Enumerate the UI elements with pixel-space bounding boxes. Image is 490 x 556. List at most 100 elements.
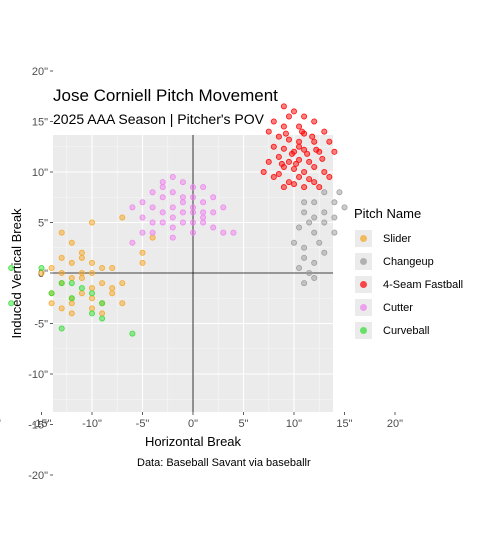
x-tick-label: -20"	[0, 418, 1, 430]
point-cutter	[179, 199, 186, 206]
point-4-seam-fastball	[331, 148, 338, 155]
point-slider	[78, 290, 85, 297]
point-changeup	[321, 219, 328, 226]
point-cutter	[149, 189, 156, 196]
point-4-seam-fastball	[265, 158, 272, 165]
point-curveball	[8, 300, 15, 307]
point-cutter	[220, 229, 227, 236]
point-cutter	[189, 204, 196, 211]
legend-item-curveball: Curveball	[354, 319, 463, 342]
point-cutter	[149, 229, 156, 236]
point-curveball	[38, 264, 45, 271]
point-4-seam-fastball	[280, 184, 287, 191]
point-4-seam-fastball	[296, 156, 303, 163]
point-cutter	[149, 219, 156, 226]
point-4-seam-fastball	[275, 133, 282, 140]
legend-label: Cutter	[383, 301, 413, 314]
point-slider	[68, 300, 75, 307]
point-4-seam-fastball	[270, 174, 277, 181]
point-slider	[58, 269, 65, 276]
x-tick-label: 5"	[238, 418, 248, 430]
point-changeup	[311, 229, 318, 236]
point-curveball	[99, 315, 106, 322]
legend-key	[355, 230, 372, 247]
point-cutter	[159, 184, 166, 191]
point-changeup	[321, 189, 328, 196]
point-cutter	[220, 204, 227, 211]
point-4-seam-fastball	[296, 123, 303, 130]
point-slider	[119, 280, 126, 287]
point-slider	[89, 259, 96, 266]
point-cutter	[189, 184, 196, 191]
point-changeup	[331, 229, 338, 236]
point-cutter	[129, 204, 136, 211]
y-tick-label: -15"	[28, 420, 48, 432]
legend: Pitch Name Slider Changeup 4-Seam Fastball…	[354, 206, 463, 342]
point-cutter	[189, 219, 196, 226]
point-cutter	[179, 194, 186, 201]
point-cutter	[200, 209, 207, 216]
point-4-seam-fastball	[290, 165, 297, 172]
legend-item-slider: Slider	[354, 227, 463, 250]
point-4-seam-fastball	[319, 155, 326, 162]
point-cutter	[200, 199, 207, 206]
point-curveball	[68, 295, 75, 302]
legend-label: Curveball	[383, 324, 430, 337]
point-4-seam-fastball	[260, 168, 267, 175]
point-4-seam-fastball	[311, 118, 318, 125]
point-cutter	[169, 174, 176, 181]
point-4-seam-fastball	[296, 143, 303, 150]
point-4-seam-fastball	[282, 130, 289, 137]
point-4-seam-fastball	[285, 158, 292, 165]
point-slider	[78, 275, 85, 282]
point-changeup	[316, 239, 323, 246]
point-cutter	[129, 239, 136, 246]
point-4-seam-fastball	[321, 128, 328, 135]
point-slider	[58, 305, 65, 312]
point-4-seam-fastball	[285, 136, 292, 143]
point-cutter	[169, 204, 176, 211]
chart-caption: Data: Baseball Savant via baseballr	[137, 457, 311, 469]
point-slider	[68, 259, 75, 266]
point-cutter	[139, 214, 146, 221]
legend-label: Changeup	[383, 255, 434, 268]
legend-marker-icon	[360, 235, 367, 242]
x-tick-label: 15"	[336, 418, 352, 430]
point-4-seam-fastball	[306, 176, 313, 183]
point-4-seam-fastball	[280, 103, 287, 110]
point-curveball	[58, 325, 65, 332]
point-slider	[99, 310, 106, 317]
point-slider	[99, 264, 106, 271]
x-tick-label: 10"	[286, 418, 302, 430]
legend-label: Slider	[383, 232, 412, 245]
point-slider	[109, 264, 116, 271]
point-4-seam-fastball	[301, 113, 308, 120]
point-4-seam-fastball	[296, 138, 303, 145]
point-4-seam-fastball	[304, 150, 311, 157]
point-changeup	[290, 239, 297, 246]
point-cutter	[179, 179, 186, 186]
point-4-seam-fastball	[311, 138, 318, 145]
point-changeup	[321, 249, 328, 256]
point-curveball	[89, 310, 96, 317]
point-changeup	[341, 204, 348, 211]
point-cutter	[179, 219, 186, 226]
point-slider	[89, 305, 96, 312]
point-changeup	[336, 189, 343, 196]
point-4-seam-fastball	[270, 118, 277, 125]
point-cutter	[159, 209, 166, 216]
point-4-seam-fastball	[270, 143, 277, 150]
point-cutter	[179, 209, 186, 216]
point-changeup	[311, 275, 318, 282]
point-curveball	[8, 264, 15, 271]
chart-subtitle: 2025 AAA Season | Pitcher's POV	[53, 111, 264, 127]
point-slider	[78, 249, 85, 256]
point-cutter	[149, 204, 156, 211]
point-4-seam-fastball	[299, 128, 306, 135]
point-curveball	[129, 330, 136, 337]
point-curveball	[99, 300, 106, 307]
point-curveball	[78, 285, 85, 292]
point-slider	[109, 290, 116, 297]
x-tick-label: -15"	[32, 418, 52, 430]
